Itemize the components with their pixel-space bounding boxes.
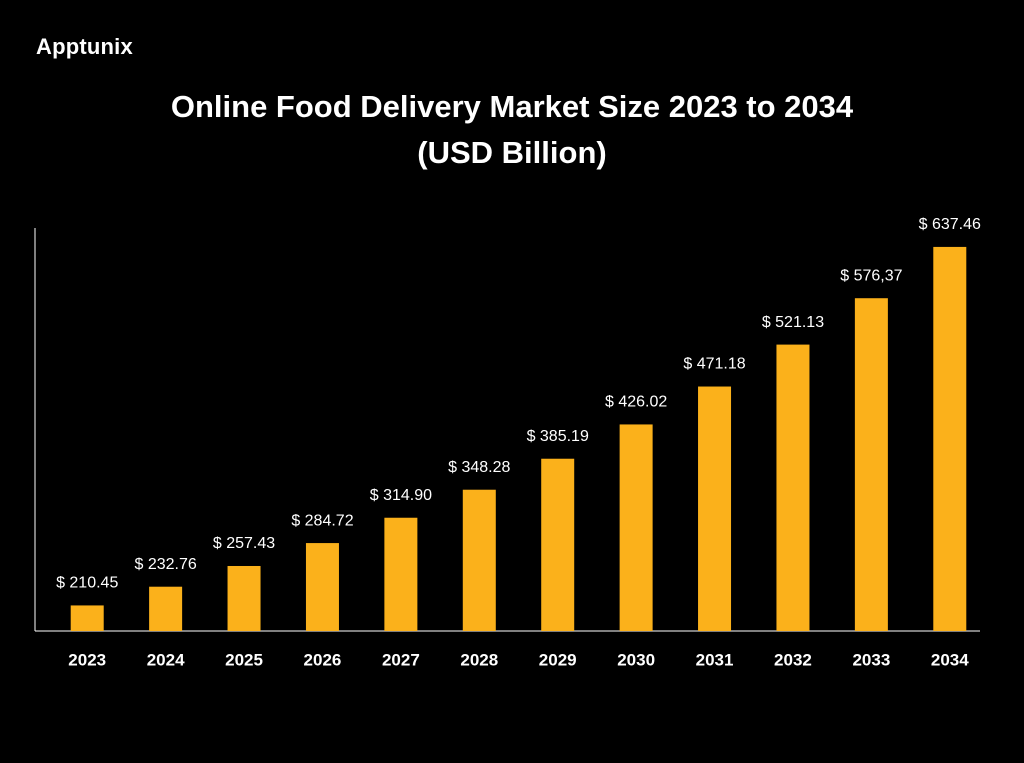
brand-logo: Apptunix bbox=[36, 34, 133, 59]
x-tick-label: 2027 bbox=[382, 650, 420, 669]
value-label: $ 284.72 bbox=[291, 512, 353, 529]
bar bbox=[305, 543, 339, 631]
bar bbox=[149, 586, 183, 631]
value-label: $ 521.13 bbox=[762, 314, 824, 331]
chart-title: Online Food Delivery Market Size 2023 to… bbox=[170, 89, 854, 170]
value-label: $ 257.43 bbox=[213, 535, 275, 552]
value-label: $ 232.76 bbox=[134, 556, 196, 573]
bar bbox=[70, 605, 104, 631]
x-tick-label: 2032 bbox=[774, 650, 812, 669]
x-tick-label: 2029 bbox=[539, 650, 577, 669]
x-tick-label: 2033 bbox=[852, 650, 890, 669]
x-tick-label: 2034 bbox=[931, 650, 969, 669]
x-tick-label: 2028 bbox=[460, 650, 498, 669]
bar bbox=[384, 517, 418, 631]
value-label: $ 348.28 bbox=[448, 459, 510, 476]
value-label: $ 426.02 bbox=[605, 394, 667, 411]
x-tick-label: 2031 bbox=[696, 650, 734, 669]
x-tick-label: 2025 bbox=[225, 650, 263, 669]
bar bbox=[933, 246, 967, 632]
x-tick-label: 2030 bbox=[617, 650, 655, 669]
bar bbox=[698, 386, 732, 631]
value-label: $ 471.18 bbox=[683, 356, 745, 373]
x-tick-label: 2024 bbox=[147, 650, 185, 669]
x-tick-label: 2023 bbox=[68, 650, 106, 669]
value-label: $ 210.45 bbox=[56, 575, 118, 592]
bar bbox=[541, 458, 575, 631]
value-label: $ 385.19 bbox=[527, 428, 589, 445]
x-tick-label: 2026 bbox=[304, 650, 342, 669]
bar bbox=[462, 489, 496, 631]
bar bbox=[854, 298, 888, 631]
value-label: $ 314.90 bbox=[370, 487, 432, 504]
value-label: $ 576,37 bbox=[840, 267, 902, 284]
bar bbox=[619, 424, 653, 631]
bar bbox=[227, 565, 261, 631]
bar bbox=[776, 344, 810, 631]
value-label: $ 637.46 bbox=[919, 216, 981, 233]
